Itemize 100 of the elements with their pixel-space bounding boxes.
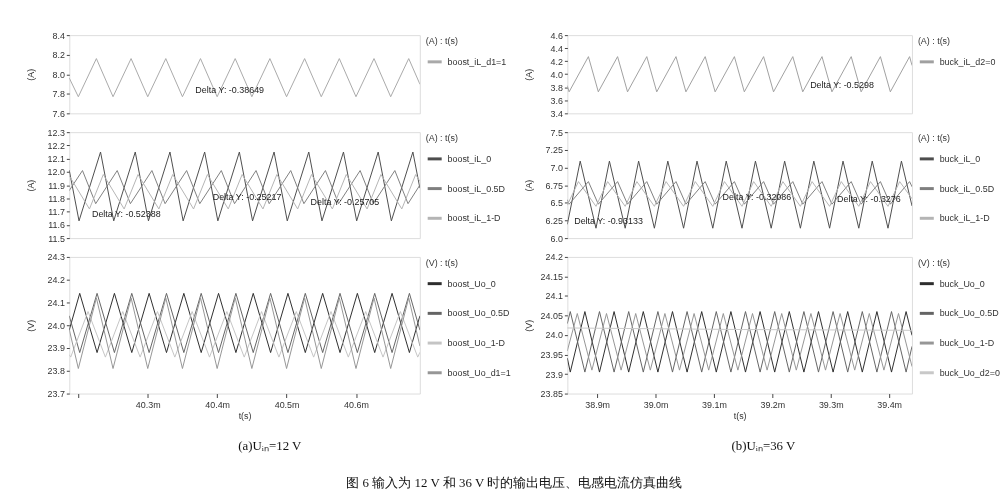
- y-tick-label: 24.0: [47, 320, 65, 331]
- y-tick-label: 24.15: [540, 271, 563, 282]
- legend-label: boost_iL_d1=1: [447, 56, 507, 67]
- legend-label: boost_Uo_1-D: [447, 338, 505, 349]
- y-axis-title: (V): [26, 319, 37, 332]
- x-tick-label: 39.1m: [702, 399, 727, 410]
- y-tick-label: 23.9: [545, 369, 563, 380]
- legend-label: buck_Uo_0: [939, 278, 985, 289]
- y-tick-label: 24.3: [47, 252, 65, 263]
- y-tick-label: 4.6: [550, 30, 563, 41]
- x-tick-label: 39.3m: [818, 399, 844, 410]
- y-tick-label: 24.2: [47, 275, 65, 286]
- y-tick-label: 12.1: [47, 154, 65, 165]
- y-axis-title: (A): [524, 68, 535, 81]
- y-tick-label: 7.5: [550, 127, 563, 138]
- legend-title: (A) : t(s): [917, 133, 951, 144]
- y-tick-label: 11.8: [48, 193, 65, 204]
- caption: 图 6 输入为 12 V 和 36 V 时的输出电压、电感电流仿真曲线: [346, 475, 683, 491]
- x-axis-title: t(s): [238, 410, 252, 421]
- y-tick-label: 3.6: [550, 95, 563, 106]
- annotation: Delta Y: -0.93133: [574, 216, 643, 227]
- y-tick-label: 4.4: [550, 43, 563, 54]
- legend-label: boost_Uo_0.5D: [447, 308, 510, 319]
- y-tick-label: 3.4: [550, 108, 563, 119]
- y-tick-label: 23.7: [47, 389, 65, 400]
- x-tick-label: 40.3m: [135, 399, 161, 410]
- y-axis-title: (A): [524, 179, 535, 192]
- legend-label: buck_iL_0: [939, 153, 981, 164]
- x-tick-label: 40.5m: [274, 399, 300, 410]
- y-tick-label: 23.95: [540, 349, 563, 360]
- legend-label: boost_Uo_d1=1: [447, 367, 511, 378]
- y-tick-label: 6.25: [545, 215, 563, 226]
- line-series: [69, 58, 420, 98]
- y-tick-label: 11.5: [48, 233, 65, 244]
- y-tick-label: 6.75: [545, 180, 563, 191]
- legend-label: boost_iL_1-D: [447, 213, 501, 224]
- y-tick-label: 24.05: [540, 310, 563, 321]
- y-tick-label: 11.7: [48, 207, 65, 218]
- y-tick-label: 23.85: [540, 389, 563, 400]
- text: (a)Uᵢₙ=12 V: [238, 439, 303, 454]
- line-series: [69, 297, 420, 370]
- x-tick-label: 40.4m: [205, 399, 231, 410]
- line-series: [567, 56, 912, 93]
- line-series: [69, 151, 420, 222]
- y-tick-label: 7.8: [52, 89, 65, 100]
- legend-label: buck_Uo_0.5D: [939, 308, 999, 319]
- annotation: Delta Y: -0.38649: [195, 84, 265, 95]
- x-tick-label: 40.6m: [344, 399, 369, 410]
- y-tick-label: 6.5: [550, 198, 563, 209]
- y-tick-label: 23.9: [47, 343, 65, 354]
- annotation: Delta Y: -0.25705: [310, 197, 380, 208]
- legend-label: buck_iL_d2=0: [939, 56, 996, 67]
- line-series: [567, 160, 912, 229]
- y-axis-title: (V): [524, 319, 535, 332]
- y-tick-label: 12.2: [47, 140, 65, 151]
- annotation: Delta Y: -0.5298: [810, 79, 874, 90]
- y-tick-label: 4.2: [550, 56, 563, 67]
- y-tick-label: 24.0: [545, 330, 563, 341]
- y-tick-label: 3.8: [550, 82, 563, 93]
- legend-title: (A) : t(s): [425, 133, 458, 144]
- legend-label: boost_iL_0.5D: [447, 183, 506, 194]
- legend-label: buck_Uo_1-D: [939, 338, 995, 349]
- annotation: Delta Y: -0.52388: [91, 208, 161, 219]
- x-tick-label: 39.0m: [643, 399, 669, 410]
- annotation: Delta Y: -0.3276: [837, 194, 901, 205]
- x-axis-title: t(s): [733, 410, 747, 421]
- legend-title: (A) : t(s): [425, 36, 458, 47]
- y-tick-label: 8.4: [52, 30, 65, 41]
- y-tick-label: 24.1: [47, 297, 65, 308]
- text: (b)Uᵢₙ=36 V: [731, 439, 797, 454]
- legend-label: buck_iL_1-D: [939, 213, 990, 224]
- y-tick-label: 23.8: [47, 366, 65, 377]
- legend-label: buck_Uo_d2=0: [939, 367, 1000, 378]
- y-tick-label: 7.25: [545, 145, 563, 156]
- y-tick-label: 8.2: [52, 50, 65, 61]
- x-tick-label: 38.9m: [585, 399, 611, 410]
- line-series: [69, 311, 420, 358]
- y-tick-label: 8.0: [52, 69, 65, 80]
- legend-label: buck_iL_0.5D: [939, 183, 995, 194]
- y-tick-label: 12.0: [47, 167, 65, 178]
- legend-label: boost_Uo_0: [447, 278, 496, 289]
- y-axis-title: (A): [26, 68, 37, 81]
- y-tick-label: 11.6: [48, 220, 65, 231]
- y-axis-title: (A): [26, 179, 37, 192]
- y-tick-label: 6.0: [550, 233, 563, 244]
- y-tick-label: 12.3: [47, 127, 65, 138]
- y-tick-label: 11.9: [48, 180, 65, 191]
- legend-title: (V) : t(s): [425, 257, 458, 268]
- legend-title: (V) : t(s): [917, 257, 951, 268]
- y-tick-label: 7.0: [550, 162, 563, 173]
- y-tick-label: 24.2: [545, 252, 563, 263]
- y-tick-label: 24.1: [545, 291, 563, 302]
- line-series: [69, 292, 420, 354]
- legend-title: (A) : t(s): [917, 36, 951, 47]
- legend-label: boost_iL_0: [447, 153, 492, 164]
- y-tick-label: 4.0: [550, 69, 563, 80]
- x-tick-label: 39.2m: [760, 399, 786, 410]
- annotation: Delta Y: -0.25217: [212, 191, 282, 202]
- x-tick-label: 39.4m: [877, 399, 903, 410]
- y-tick-label: 7.6: [52, 108, 65, 119]
